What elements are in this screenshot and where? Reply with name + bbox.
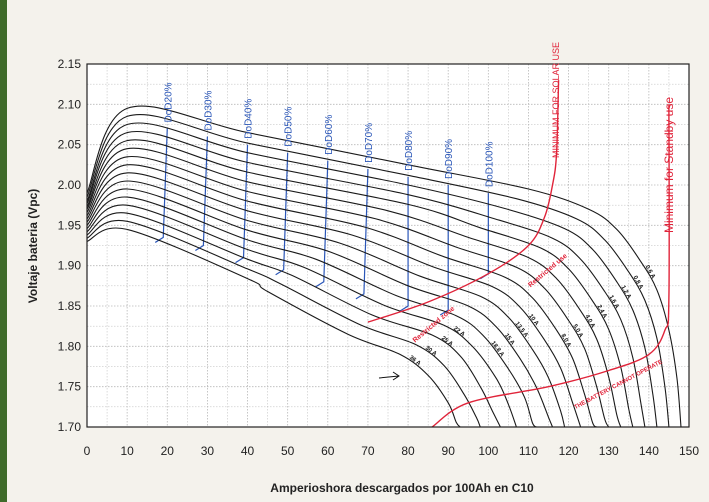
standby-minimum-label: Minimum for Standby use bbox=[662, 97, 676, 233]
dod-line bbox=[195, 136, 208, 252]
x-tick-label: 20 bbox=[161, 444, 175, 458]
dod-line bbox=[355, 168, 369, 300]
discharge-curves bbox=[86, 105, 682, 428]
x-tick-label: 70 bbox=[361, 444, 375, 458]
discharge-curve bbox=[86, 105, 682, 428]
chart-svg: 0 10 20 30 40 50 60 70 80 90 100 110 120 130 140 150 1.… bbox=[26, 42, 700, 495]
y-ticks: 1.70 1.75 1.80 1.85 1.90 1.95 2.00 2.05 2.10 2.15 bbox=[58, 57, 82, 434]
x-tick-label: 0 bbox=[84, 444, 91, 458]
x-tick-label: 80 bbox=[401, 444, 415, 458]
x-tick-label: 120 bbox=[559, 444, 579, 458]
discharge-curve bbox=[86, 155, 610, 428]
x-tick-label: 130 bbox=[599, 444, 619, 458]
x-tick-label: 50 bbox=[281, 444, 295, 458]
y-tick-label: 1.80 bbox=[58, 339, 82, 353]
x-tick-label: 30 bbox=[201, 444, 215, 458]
x-tick-label: 90 bbox=[442, 444, 456, 458]
y-tick-label: 1.70 bbox=[58, 420, 82, 434]
discharge-curve bbox=[86, 130, 646, 428]
dod-line bbox=[275, 152, 289, 276]
dod-label: DoD50% bbox=[284, 107, 295, 147]
limit-curve bbox=[367, 80, 560, 323]
x-tick-label: 40 bbox=[241, 444, 255, 458]
pointer-arrow bbox=[378, 371, 400, 381]
dod-label: DoD30% bbox=[203, 90, 214, 130]
dod-line bbox=[315, 160, 329, 288]
y-tick-label: 1.95 bbox=[58, 218, 82, 232]
y-tick-label: 2.00 bbox=[58, 178, 82, 192]
discharge-curve bbox=[86, 204, 517, 428]
y-tick-label: 2.10 bbox=[58, 97, 82, 111]
discharge-curve bbox=[86, 147, 622, 428]
dod-label: DoD60% bbox=[324, 115, 335, 155]
dod-label: DoD80% bbox=[404, 131, 415, 171]
x-tick-label: 60 bbox=[321, 444, 335, 458]
x-axis-title: Amperioshora descargados por 100Ah en C1… bbox=[270, 481, 534, 495]
x-tick-label: 10 bbox=[120, 444, 134, 458]
discharge-curve bbox=[86, 164, 598, 428]
discharge-curve bbox=[86, 188, 554, 428]
dod-line bbox=[439, 185, 449, 316]
x-tick-label: 110 bbox=[519, 444, 538, 458]
y-tick-label: 1.75 bbox=[58, 380, 82, 394]
x-tick-label: 100 bbox=[478, 444, 498, 458]
y-tick-label: 2.05 bbox=[58, 138, 82, 152]
discharge-curve bbox=[86, 219, 481, 428]
x-ticks: 0 10 20 30 40 50 60 70 80 90 100 110 120 130 140 150 bbox=[84, 444, 700, 458]
dod-label: DoD100% bbox=[484, 141, 495, 187]
y-tick-label: 2.15 bbox=[58, 57, 82, 71]
discharge-curve bbox=[86, 196, 537, 428]
limit-curves bbox=[367, 80, 670, 428]
limit-curve bbox=[431, 104, 670, 428]
discharge-curve bbox=[86, 122, 658, 428]
dod-label: DoD20% bbox=[163, 82, 174, 122]
x-tick-label: 150 bbox=[679, 444, 699, 458]
y-tick-label: 1.90 bbox=[58, 259, 82, 273]
discharge-curve bbox=[86, 172, 582, 428]
dod-label: DoD90% bbox=[444, 139, 455, 179]
y-tick-label: 1.85 bbox=[58, 299, 82, 313]
dod-labels: DoD20% DoD30% DoD40% DoD50% DoD60% DoD70% DoD8… bbox=[163, 82, 495, 187]
y-axis-title: Voltaje bateria (Vpc) bbox=[26, 189, 40, 303]
solar-minimum-label: MINIMUM FOR SOLAR USE bbox=[551, 42, 561, 158]
x-tick-label: 140 bbox=[639, 444, 659, 458]
dod-label: DoD40% bbox=[244, 99, 255, 139]
discharge-curve bbox=[86, 180, 566, 428]
dod-line bbox=[399, 176, 409, 312]
dod-label: DoD70% bbox=[364, 123, 375, 163]
dod-line bbox=[154, 128, 168, 243]
discharge-curve bbox=[86, 114, 670, 428]
plot-border bbox=[86, 63, 690, 428]
